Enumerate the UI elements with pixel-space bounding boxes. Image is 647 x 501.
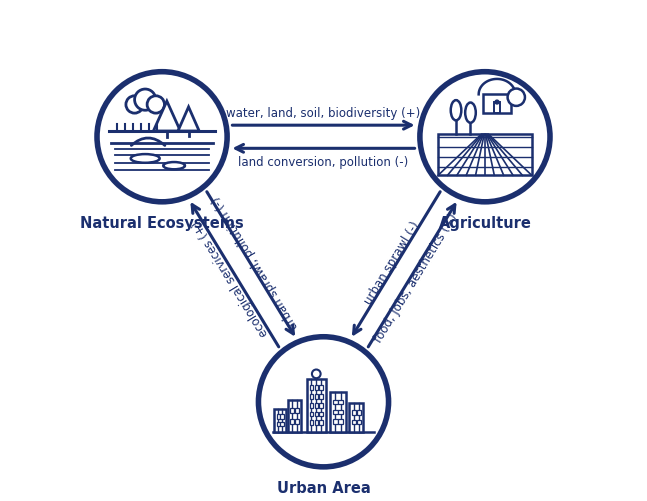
- FancyArrowPatch shape: [131, 139, 165, 146]
- Circle shape: [258, 337, 389, 467]
- Polygon shape: [438, 135, 532, 176]
- Polygon shape: [310, 412, 313, 417]
- Polygon shape: [310, 421, 313, 425]
- Polygon shape: [349, 403, 364, 432]
- Text: Urban Area: Urban Area: [277, 480, 370, 495]
- Polygon shape: [277, 422, 280, 426]
- Polygon shape: [320, 394, 323, 399]
- Polygon shape: [320, 412, 323, 417]
- Polygon shape: [494, 103, 500, 113]
- Circle shape: [495, 101, 499, 105]
- Text: Natural Ecosystems: Natural Ecosystems: [80, 216, 244, 231]
- Polygon shape: [295, 419, 299, 424]
- Polygon shape: [291, 409, 294, 413]
- Polygon shape: [280, 414, 283, 419]
- Ellipse shape: [451, 101, 461, 121]
- Polygon shape: [314, 421, 318, 425]
- Polygon shape: [310, 385, 313, 390]
- Polygon shape: [338, 410, 343, 414]
- Polygon shape: [307, 379, 326, 432]
- Circle shape: [126, 97, 143, 114]
- Polygon shape: [483, 95, 511, 113]
- Polygon shape: [153, 102, 181, 132]
- Circle shape: [312, 370, 321, 378]
- Polygon shape: [338, 419, 343, 424]
- Polygon shape: [280, 422, 283, 426]
- Polygon shape: [314, 403, 318, 408]
- Polygon shape: [314, 412, 318, 417]
- Polygon shape: [274, 409, 286, 432]
- Circle shape: [97, 73, 227, 202]
- Polygon shape: [352, 410, 356, 415]
- Polygon shape: [314, 394, 318, 399]
- Polygon shape: [333, 400, 338, 405]
- Ellipse shape: [163, 163, 185, 170]
- Circle shape: [508, 89, 525, 107]
- Polygon shape: [288, 401, 302, 432]
- Polygon shape: [320, 403, 323, 408]
- Text: ecological services (+): ecological services (+): [190, 216, 271, 338]
- Text: urban sprawl (-): urban sprawl (-): [362, 218, 422, 306]
- Polygon shape: [330, 392, 345, 432]
- Polygon shape: [356, 410, 360, 415]
- Polygon shape: [356, 420, 360, 425]
- Polygon shape: [277, 414, 280, 419]
- Polygon shape: [314, 385, 318, 390]
- Polygon shape: [338, 400, 343, 405]
- Polygon shape: [291, 419, 294, 424]
- Ellipse shape: [131, 155, 160, 163]
- Polygon shape: [178, 108, 199, 132]
- Polygon shape: [333, 410, 338, 414]
- Ellipse shape: [465, 103, 476, 124]
- Polygon shape: [333, 419, 338, 424]
- Polygon shape: [295, 409, 299, 413]
- Circle shape: [420, 73, 550, 202]
- Text: urban sprawl, pollution (-): urban sprawl, pollution (-): [210, 193, 301, 331]
- Circle shape: [135, 90, 156, 111]
- Polygon shape: [352, 420, 356, 425]
- Polygon shape: [310, 403, 313, 408]
- Polygon shape: [320, 385, 323, 390]
- Polygon shape: [320, 421, 323, 425]
- Circle shape: [147, 97, 164, 114]
- Polygon shape: [310, 394, 313, 399]
- Text: Agriculture: Agriculture: [439, 216, 531, 231]
- Text: water, land, soil, biodiversity (+): water, land, soil, biodiversity (+): [226, 107, 421, 120]
- Text: food, jobs, aesthetics (+): food, jobs, aesthetics (+): [373, 210, 461, 344]
- Text: land conversion, pollution (-): land conversion, pollution (-): [238, 155, 409, 168]
